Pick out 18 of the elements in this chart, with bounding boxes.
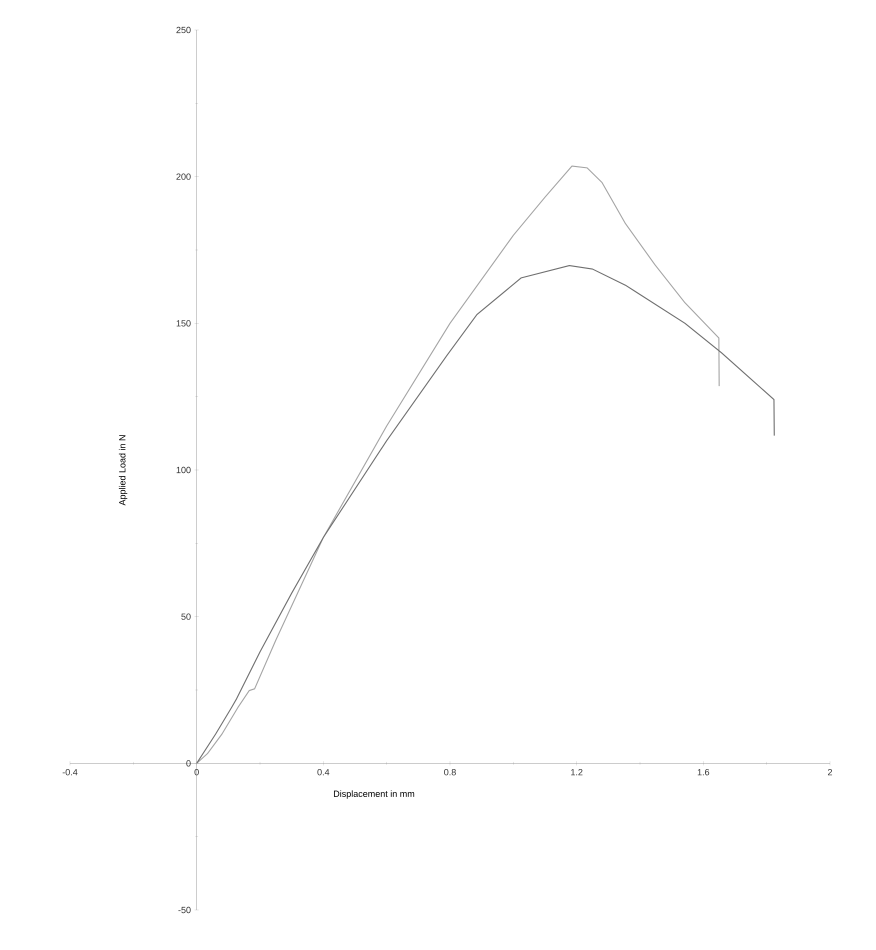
x-tick-label: 1.6 <box>698 768 710 776</box>
x-tick-label: 0 <box>194 768 199 776</box>
y-tick-label: 150 <box>176 320 191 327</box>
x-tick-label: 1.2 <box>571 768 582 776</box>
x-tick-label: 2 <box>828 768 832 776</box>
y-tick-label: 200 <box>176 173 191 180</box>
y-tick-label: 100 <box>176 466 191 474</box>
x-tick-label: 0.8 <box>444 768 456 776</box>
y-tick-label: 0 <box>186 760 191 767</box>
y-tick-label: -50 <box>178 906 191 914</box>
x-tick-label: -0.4 <box>62 768 78 776</box>
line-series <box>196 264 775 764</box>
line-series <box>196 166 720 764</box>
y-tick-label: 250 <box>176 26 191 34</box>
y-axis-title: Applied Load in N <box>118 435 128 506</box>
y-tick-label: 50 <box>181 613 191 620</box>
x-axis-title: Displacement in mm <box>334 790 414 799</box>
x-tick-label: 0.4 <box>317 768 330 776</box>
